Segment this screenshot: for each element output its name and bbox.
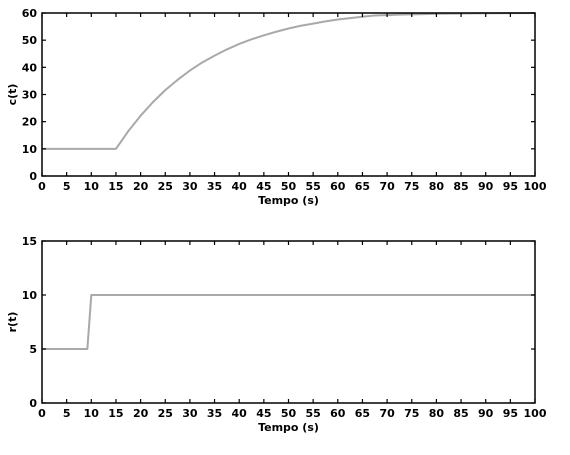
x-tick-label: 95 [503, 180, 518, 193]
x-tick-label: 10 [84, 180, 100, 193]
y-tick-label: 15 [22, 235, 37, 248]
x-tick-label: 80 [429, 407, 445, 420]
x-tick-label: 55 [305, 180, 320, 193]
x-tick-label: 100 [524, 407, 547, 420]
x-tick-label: 90 [478, 407, 494, 420]
x-tick-label: 55 [305, 407, 320, 420]
x-tick-label: 90 [478, 180, 494, 193]
x-tick-label: 50 [281, 407, 297, 420]
x-tick-label: 30 [182, 180, 198, 193]
x-tick-label: 40 [232, 407, 248, 420]
y-tick-label: 10 [22, 289, 38, 302]
x-tick-label: 70 [379, 407, 395, 420]
x-tick-label: 95 [503, 407, 518, 420]
x-tick-label: 45 [256, 407, 271, 420]
y-tick-label: 50 [22, 34, 38, 47]
x-tick-label: 100 [524, 180, 547, 193]
x-tick-label: 75 [404, 180, 419, 193]
x-tick-label: 35 [207, 407, 222, 420]
y-axis-label: c(t) [6, 84, 19, 106]
x-tick-label: 25 [158, 407, 173, 420]
series-line-0 [42, 294, 535, 350]
y-tick-label: 20 [22, 116, 38, 129]
x-tick-label: 5 [63, 180, 71, 193]
x-tick-label: 65 [355, 407, 370, 420]
y-tick-label: 0 [29, 170, 37, 183]
x-tick-label: 65 [355, 180, 370, 193]
x-tick-label: 75 [404, 407, 419, 420]
x-axis-label: Tempo (s) [258, 421, 319, 434]
x-tick-label: 10 [84, 407, 100, 420]
x-tick-label: 20 [133, 180, 149, 193]
x-tick-label: 0 [38, 407, 46, 420]
x-tick-label: 85 [453, 407, 468, 420]
x-axis-label: Tempo (s) [258, 194, 319, 207]
x-tick-label: 25 [158, 180, 173, 193]
x-tick-label: 20 [133, 407, 149, 420]
x-tick-label: 50 [281, 180, 297, 193]
y-tick-label: 0 [29, 397, 37, 410]
x-tick-label: 60 [330, 407, 346, 420]
x-tick-label: 0 [38, 180, 46, 193]
y-tick-label: 30 [22, 89, 38, 102]
x-tick-label: 70 [379, 180, 395, 193]
y-tick-label: 40 [22, 61, 38, 74]
y-tick-label: 60 [22, 7, 38, 20]
y-tick-label: 5 [29, 343, 37, 356]
series-line-0 [42, 12, 536, 150]
plot-frame [41, 12, 536, 177]
x-tick-label: 80 [429, 180, 445, 193]
y-axis-label: r(t) [6, 312, 19, 333]
x-tick-label: 5 [63, 407, 71, 420]
x-tick-label: 15 [108, 180, 123, 193]
y-tick-label: 10 [22, 143, 38, 156]
x-tick-label: 30 [182, 407, 198, 420]
x-tick-label: 60 [330, 180, 346, 193]
chart-top-ct: 0 5 10 15 20 25 30 35 40 45 50 55 60 65 70 75 80 85 90 95 10… [6, 7, 547, 207]
chart-bottom-rt: 0 5 10 15 20 25 30 35 40 45 50 55 60 65 70 75 80 85 90 95 10… [6, 235, 547, 434]
x-tick-label: 40 [232, 180, 248, 193]
plot-frame [41, 240, 536, 404]
x-tick-label: 45 [256, 180, 271, 193]
x-tick-label: 85 [453, 180, 468, 193]
x-tick-label: 15 [108, 407, 123, 420]
x-tick-label: 35 [207, 180, 222, 193]
